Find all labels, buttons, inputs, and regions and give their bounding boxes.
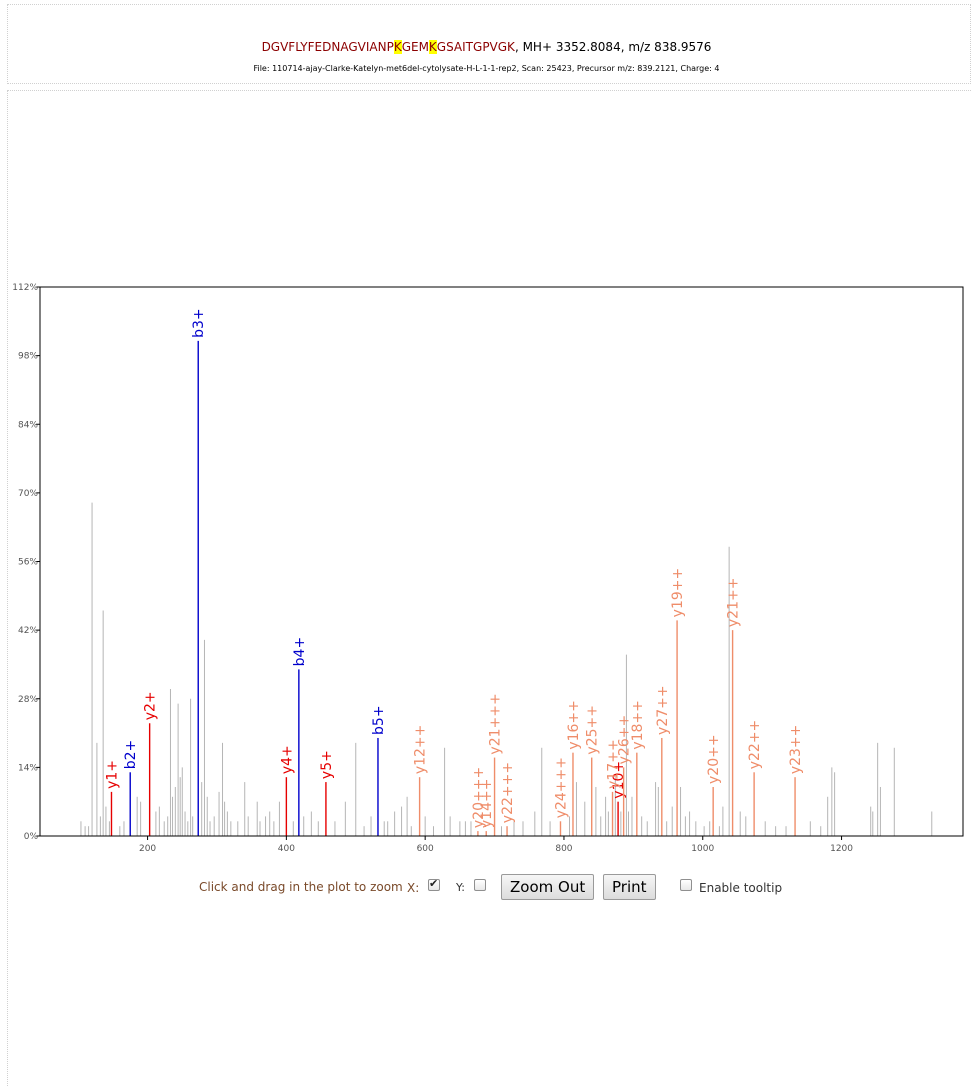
ion-label: y20++ [706,734,722,784]
x-tick-label: 1000 [691,844,714,854]
plot-controls: Click and drag in the plot to zoom X: Y:… [0,874,973,904]
ion-label: y22++ [747,720,763,770]
peptide-sequence-part-1: DGVFLYFEDNAGVIANP [261,40,394,54]
header-panel [7,4,971,84]
modified-residue-2: K [428,40,437,54]
mass-info: , MH+ 3352.8084, m/z 838.9576 [514,40,712,54]
x-tick-label: 400 [278,844,295,854]
ion-label: y21+++ [488,693,504,754]
ion-label: b5+ [371,705,387,735]
zoom-out-button[interactable]: Zoom Out [501,874,595,900]
ion-label: y21++ [726,578,742,628]
scan-info: File: 110714-ajay-Clarke-Katelyn-met6del… [253,64,720,73]
peptide-sequence-part-2: GEM [401,40,429,54]
x-tick-label: 800 [555,844,572,854]
zoom-y-label: Y: [456,881,465,894]
y-tick-label: 112% [12,283,38,293]
ion-label: y12++ [413,725,429,775]
zoom-instructions: Click and drag in the plot to zoom [199,880,403,894]
ion-label: y1+ [104,760,120,789]
zoom-y-checkbox[interactable] [474,879,486,891]
ion-label: y17++ [606,739,622,789]
plot-panel [7,90,971,1086]
ion-label: y14++ [479,779,495,829]
ion-label: y23++ [788,725,804,775]
ion-label: b4+ [292,637,308,667]
tooltip-label: Enable tooltip [699,881,783,895]
y-tick-label: 0% [24,832,39,842]
ion-label: y18++ [630,700,646,750]
x-tick-label: 600 [417,844,434,854]
zoom-x-label: X: [407,881,420,895]
ion-label: y20+++ [471,767,487,828]
y-tick-label: 14% [18,763,38,773]
modified-residue-1: K [393,40,402,54]
ion-label: y27++ [655,685,671,735]
ion-label: y24+++ [553,757,569,818]
ion-label: y2+ [143,691,159,720]
ion-label: y19++ [670,568,686,618]
x-tick-label: 1200 [830,844,853,854]
y-tick-label: 42% [18,626,38,636]
ion-label: y4+ [279,745,295,774]
tooltip-checkbox[interactable] [680,879,692,891]
peptide-sequence-part-3: GSAITGPVGK [436,40,515,54]
zoom-x-checkbox[interactable] [428,877,440,891]
ion-label: b2+ [123,740,139,770]
ion-label: y22+++ [500,762,516,823]
peptide-title: DGVFLYFEDNAGVIANPKGEMKGSAITGPVGK, MH+ 33… [0,40,973,54]
ion-label: y25++ [585,705,601,755]
print-button[interactable]: Print [603,874,656,900]
y-tick-label: 28% [18,695,38,705]
y-tick-label: 84% [18,420,38,430]
y-tick-label: 56% [18,558,38,568]
ion-label: y26++ [617,715,633,765]
x-tick-label: 200 [139,844,156,854]
y-tick-label: 70% [18,489,38,499]
ion-label: y16++ [566,700,582,750]
ion-label: y5+ [319,750,335,779]
y-tick-label: 98% [18,352,38,362]
spectrum-chart[interactable]: b2+b3+b4+b5+y1+y2+y4+ y5+ y10+y12++y20+++y… [0,280,973,860]
ion-label: b3+ [191,308,207,338]
